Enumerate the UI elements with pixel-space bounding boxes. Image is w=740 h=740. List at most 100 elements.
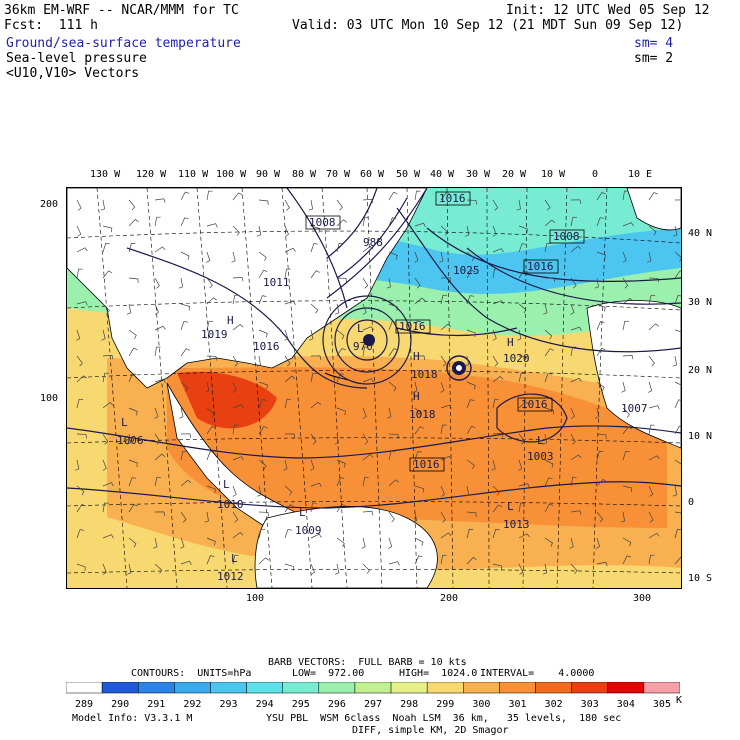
wind-barb bbox=[596, 303, 606, 312]
wind-barb bbox=[102, 354, 114, 360]
wind-barb bbox=[414, 451, 422, 461]
wind-barb bbox=[310, 372, 317, 383]
sst-colorbar: 289 290 291 292 293 294 295 296 297 298 299 300 301 3… bbox=[66, 682, 680, 710]
wind-barb bbox=[674, 511, 681, 514]
pressure-label: 1008 bbox=[549, 229, 585, 244]
wind-barb bbox=[232, 276, 244, 282]
wind-barb bbox=[75, 459, 80, 471]
wind-barb bbox=[336, 407, 346, 416]
colorbar-swatch bbox=[535, 682, 572, 694]
wind-barb bbox=[256, 355, 261, 367]
wind-barb bbox=[180, 450, 187, 461]
wind-barb bbox=[492, 248, 504, 253]
wind-barb bbox=[674, 556, 681, 565]
wind-barb bbox=[284, 268, 291, 279]
wind-barb bbox=[362, 476, 369, 487]
wind-barb bbox=[544, 242, 551, 253]
pressure-label: 1003 bbox=[527, 450, 554, 463]
svg-text:1019: 1019 bbox=[201, 328, 228, 341]
wind-barb bbox=[466, 399, 475, 409]
wind-barb bbox=[492, 329, 497, 341]
wind-barb bbox=[492, 563, 503, 571]
wind-barb bbox=[128, 219, 139, 227]
wind-barb bbox=[596, 321, 605, 331]
wind-barb bbox=[622, 485, 633, 493]
wind-barb bbox=[76, 225, 82, 237]
wind-barb bbox=[544, 329, 553, 340]
wind-barb bbox=[283, 459, 288, 471]
wind-barb bbox=[310, 433, 317, 445]
wind-barb bbox=[336, 347, 346, 357]
wind-barb bbox=[492, 376, 504, 383]
svg-text:1016: 1016 bbox=[253, 340, 280, 353]
wind-barb bbox=[102, 372, 109, 383]
wind-barb bbox=[466, 329, 476, 338]
wind-barb bbox=[128, 373, 137, 383]
wind-barb bbox=[388, 511, 395, 523]
wind-barb bbox=[232, 456, 244, 461]
svg-text:1008: 1008 bbox=[553, 230, 580, 243]
wind-barb bbox=[102, 303, 110, 314]
wind-barb bbox=[362, 433, 369, 445]
wind-barb bbox=[674, 399, 681, 409]
wind-barb bbox=[284, 247, 296, 253]
wind-barb bbox=[284, 225, 289, 237]
svg-text:1003: 1003 bbox=[527, 450, 554, 463]
wind-barb bbox=[180, 479, 192, 487]
lat-tick-label: 20 N bbox=[688, 365, 713, 376]
wind-barb bbox=[388, 537, 393, 549]
wind-barb bbox=[310, 502, 317, 513]
wind-barb bbox=[153, 537, 158, 549]
wind-barb bbox=[362, 407, 367, 419]
wind-barb bbox=[518, 533, 530, 539]
wind-barb bbox=[648, 381, 653, 393]
wind-barb bbox=[596, 479, 607, 487]
wind-barb bbox=[388, 217, 397, 227]
diffusion-info: DIFF, simple KM, 2D Smagor bbox=[352, 725, 509, 736]
wind-barb bbox=[622, 251, 627, 263]
wind-barb bbox=[544, 199, 551, 211]
wind-barb bbox=[258, 199, 269, 206]
lon-tick-label: 80 W bbox=[292, 169, 317, 180]
svg-text:L: L bbox=[223, 478, 230, 491]
sst-band-east-pacific bbox=[67, 508, 267, 588]
colorbar-tick-label: 298 bbox=[400, 699, 418, 710]
wind-barb bbox=[258, 528, 266, 539]
grid-x-label: 300 bbox=[633, 593, 652, 604]
wind-barb bbox=[336, 459, 346, 468]
wind-barb bbox=[336, 219, 347, 227]
colorbar-swatch bbox=[101, 682, 139, 694]
wind-barb bbox=[672, 485, 678, 497]
wind-barb bbox=[492, 432, 504, 438]
wind-barb bbox=[388, 381, 397, 392]
wind-barb bbox=[466, 295, 475, 305]
svg-text:1018: 1018 bbox=[411, 368, 438, 381]
valid-time: Valid: 03 UTC Mon 10 Sep 12 (21 MDT Sun … bbox=[292, 18, 684, 33]
wind-barb bbox=[544, 373, 552, 383]
wind-barb bbox=[102, 433, 109, 445]
wind-barb bbox=[76, 199, 82, 211]
wind-barb bbox=[595, 537, 601, 549]
wind-barb bbox=[154, 325, 166, 331]
lat-tick-label: 10 S bbox=[688, 573, 713, 584]
wind-barb bbox=[362, 378, 374, 383]
wind-barb bbox=[76, 485, 85, 496]
init-time: Init: 12 UTC Wed 05 Sep 12 bbox=[506, 3, 710, 18]
colorbar-swatch bbox=[571, 682, 609, 694]
wind-barb bbox=[76, 301, 88, 306]
wind-barb bbox=[414, 355, 426, 360]
wind-barb bbox=[388, 321, 397, 331]
wind-barb bbox=[284, 485, 293, 496]
wind-barb bbox=[596, 251, 606, 260]
wind-barb bbox=[310, 355, 322, 360]
pressure-label: 1020 bbox=[503, 352, 530, 365]
wind-barb bbox=[674, 381, 681, 386]
wind-barb bbox=[336, 329, 345, 340]
wind-barb bbox=[310, 243, 318, 253]
wind-barb bbox=[491, 459, 496, 471]
lon-tick-label: 130 W bbox=[90, 169, 121, 180]
wind-barb bbox=[232, 532, 244, 539]
wind-barb bbox=[622, 354, 634, 360]
pressure-label: 1013 bbox=[503, 518, 530, 531]
wind-barb bbox=[232, 381, 237, 393]
